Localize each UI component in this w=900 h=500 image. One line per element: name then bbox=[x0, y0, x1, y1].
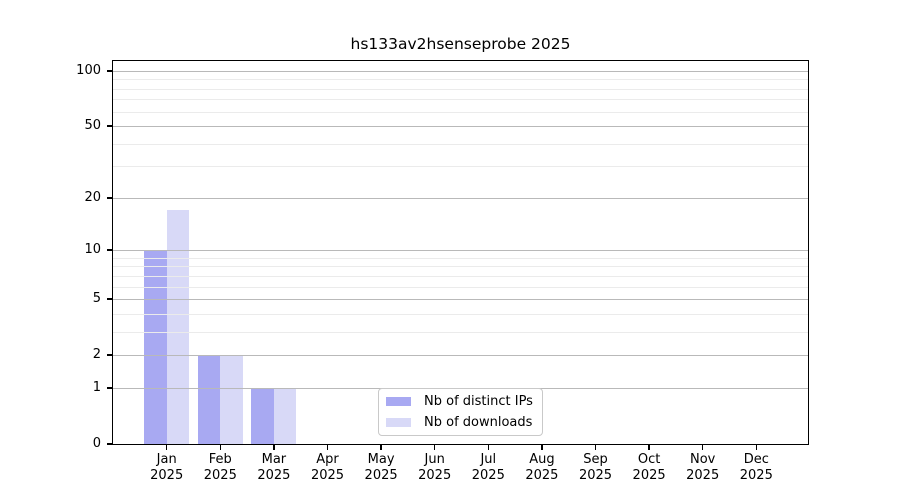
x-axis-tick-label: Apr 2025 bbox=[310, 452, 345, 483]
x-axis-tick-label-year: 2025 bbox=[578, 467, 613, 483]
y-axis-tick-label: 20 bbox=[84, 189, 101, 205]
x-tick-mark bbox=[380, 444, 382, 450]
x-tick-mark bbox=[219, 444, 222, 450]
bar-distinct-ips bbox=[197, 355, 221, 445]
minor-gridline bbox=[112, 313, 809, 315]
y-axis-tick-label: 1 bbox=[92, 379, 101, 395]
bar-distinct-ips bbox=[251, 387, 274, 445]
bar-downloads bbox=[273, 387, 297, 445]
x-tick-mark bbox=[487, 444, 490, 450]
minor-gridline bbox=[112, 257, 809, 259]
x-axis-tick-label-year: 2025 bbox=[686, 467, 720, 483]
x-tick-mark bbox=[755, 444, 758, 450]
y-tick-mark bbox=[106, 387, 112, 389]
major-gridline bbox=[112, 126, 809, 128]
y-axis-tick-label: 5 bbox=[92, 291, 101, 307]
x-tick-mark bbox=[273, 444, 275, 450]
legend-swatch-downloads bbox=[386, 418, 411, 427]
chart-title: hs133av2hsenseprobe 2025 bbox=[350, 35, 571, 53]
minor-gridline bbox=[112, 143, 809, 145]
y-tick-mark bbox=[106, 125, 112, 127]
legend: Nb of distinct IPs Nb of downloads bbox=[378, 388, 543, 436]
x-axis-tick-label-year: 2025 bbox=[203, 467, 237, 483]
legend-label-downloads: Nb of downloads bbox=[424, 415, 533, 430]
x-axis-tick-label-year: 2025 bbox=[257, 467, 291, 483]
x-axis-tick-label: Oct 2025 bbox=[632, 452, 666, 483]
y-axis-tick-label: 2 bbox=[92, 347, 101, 363]
x-tick-mark bbox=[701, 444, 704, 450]
major-gridline bbox=[112, 197, 809, 199]
bar-downloads bbox=[166, 210, 190, 445]
legend-swatch-distinct-ips bbox=[386, 397, 411, 406]
bar-distinct-ips bbox=[144, 250, 167, 445]
legend-item-downloads: Nb of downloads bbox=[379, 414, 542, 432]
x-axis-tick-label-year: 2025 bbox=[471, 467, 505, 483]
x-axis-tick-label: Jan 2025 bbox=[150, 452, 184, 483]
x-axis-tick-label-year: 2025 bbox=[632, 467, 666, 483]
y-axis-tick-label: 0 bbox=[92, 435, 101, 451]
x-axis-tick-label: Dec 2025 bbox=[739, 452, 773, 483]
x-axis-tick-label: Mar 2025 bbox=[257, 452, 291, 483]
x-axis-tick-label: Aug 2025 bbox=[525, 452, 559, 483]
x-tick-mark bbox=[594, 444, 597, 450]
y-tick-mark bbox=[106, 298, 112, 300]
x-axis-tick-label-year: 2025 bbox=[525, 467, 559, 483]
legend-label-distinct-ips: Nb of distinct IPs bbox=[424, 394, 533, 409]
x-axis-tick-label: Sep 2025 bbox=[578, 452, 613, 483]
x-axis-tick-label: May 2025 bbox=[364, 452, 398, 483]
minor-gridline bbox=[112, 111, 809, 113]
legend-item-distinct-ips: Nb of distinct IPs bbox=[379, 393, 542, 411]
x-tick-mark bbox=[165, 444, 168, 450]
minor-gridline bbox=[112, 275, 809, 277]
major-gridline bbox=[112, 299, 809, 301]
y-tick-mark bbox=[106, 354, 112, 356]
major-gridline bbox=[112, 355, 809, 357]
y-axis-tick-label: 10 bbox=[84, 242, 101, 258]
minor-gridline bbox=[112, 266, 809, 268]
y-tick-mark bbox=[106, 443, 112, 445]
x-axis-tick-label-year: 2025 bbox=[310, 467, 345, 483]
x-axis-tick-label: Jun 2025 bbox=[418, 452, 452, 483]
x-axis-tick-label: Jul 2025 bbox=[471, 452, 505, 483]
x-tick-mark bbox=[326, 444, 329, 450]
major-gridline bbox=[112, 71, 809, 72]
y-tick-mark bbox=[106, 70, 112, 72]
x-axis-tick-label: Nov 2025 bbox=[686, 452, 720, 483]
minor-gridline bbox=[112, 331, 809, 333]
x-axis-tick-label-year: 2025 bbox=[150, 467, 184, 483]
y-axis-tick-label: 50 bbox=[84, 118, 101, 134]
y-axis-tick-label: 100 bbox=[76, 63, 101, 78]
y-tick-mark bbox=[106, 249, 112, 251]
x-axis-tick-label-year: 2025 bbox=[739, 467, 773, 483]
x-axis-tick-label: Feb 2025 bbox=[203, 452, 237, 483]
x-tick-mark bbox=[433, 444, 436, 450]
x-axis-tick-label-year: 2025 bbox=[418, 467, 452, 483]
minor-gridline bbox=[112, 99, 809, 101]
x-axis-tick-label-year: 2025 bbox=[364, 467, 398, 483]
y-tick-mark bbox=[106, 197, 112, 199]
major-gridline bbox=[112, 250, 809, 252]
x-tick-mark bbox=[541, 444, 543, 450]
minor-gridline bbox=[112, 166, 809, 168]
bar-downloads bbox=[220, 355, 243, 445]
x-tick-mark bbox=[648, 444, 650, 450]
minor-gridline bbox=[112, 88, 809, 90]
minor-gridline bbox=[112, 79, 809, 81]
minor-gridline bbox=[112, 286, 809, 288]
